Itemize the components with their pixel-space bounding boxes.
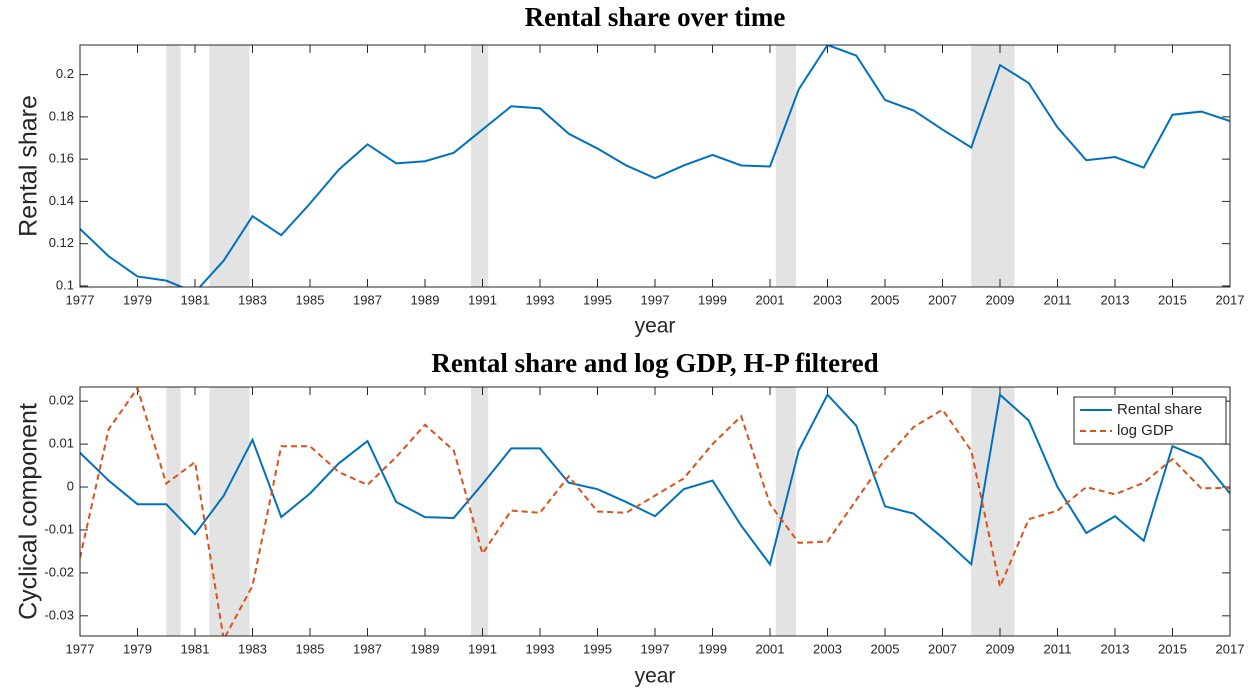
x-tick-label: 1993 [526,641,555,656]
x-tick-label: 2013 [1101,292,1130,307]
legend-box [1073,396,1227,445]
x-tick-label: 2009 [986,292,1015,307]
x-tick-label: 1987 [353,641,382,656]
x-axis-label: year [635,315,676,338]
y-tick-label: 0.02 [49,393,74,408]
x-tick-label: 1997 [641,292,670,307]
x-tick-label: 2013 [1101,641,1130,656]
x-tick-label: 1989 [411,641,440,656]
recession-band [471,387,489,636]
x-tick-label: 1979 [123,641,152,656]
recession-band [971,387,1015,636]
x-tick-label: 2003 [813,641,842,656]
y-tick-label: 0.12 [49,235,74,250]
x-tick-label: 1981 [181,641,210,656]
recession-band [971,45,1015,287]
recession-band [166,45,181,287]
x-tick-label: 2001 [756,641,785,656]
recession-band [471,45,489,287]
legend-label: Rental share [1117,401,1202,418]
x-tick-label: 1979 [123,292,152,307]
x-tick-label: 1997 [641,641,670,656]
recession-band [209,45,250,287]
recession-band [775,45,796,287]
plot-area [80,387,1230,636]
x-tick-label: 2009 [986,641,1015,656]
axes-box [79,44,1231,288]
x-tick-label: 1977 [66,292,95,307]
plot-area [80,45,1230,287]
y-tick-label: -0.02 [44,564,74,579]
y-tick-label: -0.01 [44,521,74,536]
y-tick-label: 0.1 [56,277,74,292]
x-tick-label: 1993 [526,292,555,307]
y-tick-label: 0.16 [49,151,74,166]
x-axis-label: year [635,665,676,688]
y-axis-label: Cyclical component [15,403,43,620]
axes-box [79,386,1231,637]
y-tick-label: 0.18 [49,108,74,123]
x-tick-label: 2001 [756,292,785,307]
x-tick-label: 1999 [698,641,727,656]
x-tick-label: 1991 [468,292,497,307]
x-tick-label: 2005 [871,641,900,656]
x-tick-label: 1999 [698,292,727,307]
recession-band [209,387,250,636]
x-tick-label: 2017 [1216,292,1245,307]
x-tick-label: 2011 [1044,641,1072,656]
recession-band [775,387,796,636]
x-tick-label: 1995 [583,641,612,656]
x-tick-label: 2017 [1216,641,1245,656]
legend-label: log GDP [1117,422,1174,439]
chart-title: Rental share and log GDP, H-P filtered [431,348,878,378]
chart-title: Rental share over time [525,2,786,32]
x-tick-label: 2005 [871,292,900,307]
x-tick-label: 2007 [928,292,957,307]
y-axis-label: Rental share [15,95,43,237]
x-tick-label: 1983 [238,641,267,656]
y-tick-label: 0.14 [49,193,74,208]
x-tick-label: 1991 [468,641,497,656]
x-tick-label: 2003 [813,292,842,307]
x-tick-label: 1987 [353,292,382,307]
x-tick-label: 2015 [1158,641,1187,656]
x-tick-label: 2015 [1158,292,1187,307]
x-tick-label: 2011 [1044,292,1072,307]
series-line [80,45,1230,287]
x-tick-label: 1989 [411,292,440,307]
x-tick-label: 1983 [238,292,267,307]
x-tick-label: 1985 [296,292,325,307]
x-tick-label: 1977 [66,641,95,656]
x-tick-label: 2007 [928,641,957,656]
y-tick-label: 0.2 [56,66,74,81]
y-tick-label: 0.01 [49,436,74,451]
y-tick-label: 0 [67,478,74,493]
x-tick-label: 1985 [296,641,325,656]
x-tick-label: 1981 [181,292,210,307]
y-tick-label: -0.03 [44,607,74,622]
series-line [80,387,1230,636]
x-tick-label: 1995 [583,292,612,307]
